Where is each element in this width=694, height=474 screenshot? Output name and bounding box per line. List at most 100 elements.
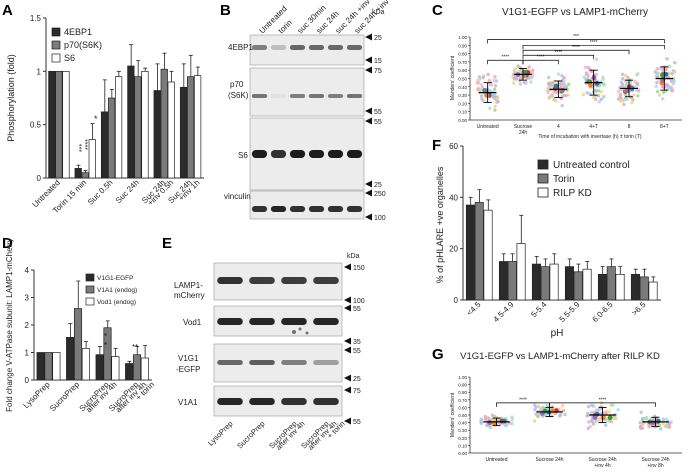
G-data-point — [510, 415, 514, 419]
D-bar — [52, 352, 61, 381]
C-data-point — [619, 80, 624, 84]
C-data-point — [630, 100, 634, 105]
C-data-point — [583, 65, 587, 69]
A-legend-swatch — [51, 53, 61, 63]
panel-letter-d: D — [2, 235, 13, 252]
F-x-tick-label: >6.5 — [630, 300, 648, 318]
E-blot-0-band — [217, 277, 243, 284]
G-data-point — [532, 419, 537, 423]
C-data-point — [672, 70, 676, 74]
G-y-tick-label: 0.90 — [458, 383, 467, 388]
C-data-point — [669, 85, 673, 89]
C-data-point — [653, 70, 657, 74]
B-kda-marker-label: 55 — [374, 109, 382, 116]
G-y-tick-label: 0.40 — [458, 421, 467, 426]
A-bar — [141, 70, 149, 179]
D-bar — [132, 354, 142, 381]
F-bar — [531, 263, 541, 301]
C-title: V1G1-EGFP vs LAMP1-mCherry — [502, 7, 648, 18]
C-y-tick-label: 0.10 — [458, 110, 467, 115]
G-replicate-mean — [501, 418, 507, 424]
G-data-point — [641, 422, 645, 426]
G-y-tick-label: 0.00 — [458, 451, 467, 456]
D-bar — [140, 357, 149, 381]
C-data-point — [548, 81, 552, 85]
panel-letter-b: B — [220, 2, 231, 19]
G-replicate-mean — [607, 415, 613, 421]
D-legend-entry: Vod1 (endog) — [97, 299, 136, 306]
F-bar — [549, 263, 559, 301]
C-significance-bracket — [487, 39, 665, 44]
E-kda-marker — [344, 346, 351, 354]
G-y-tick-label: 0.60 — [458, 405, 467, 410]
F-bar — [573, 271, 583, 301]
F-bar — [540, 266, 550, 301]
A-bar — [153, 90, 161, 179]
B-kda-marker-label: 25 — [374, 182, 382, 189]
B-blot-3-band — [270, 206, 287, 212]
G-data-point — [510, 418, 514, 422]
C-data-point — [585, 91, 589, 95]
E-kda-header: kDa — [347, 253, 360, 260]
G-replicate-mean — [650, 420, 656, 425]
F-bar — [564, 266, 574, 301]
B-blot-1-band — [289, 94, 306, 98]
G-significance-bracket — [496, 402, 550, 407]
B-kda-marker — [365, 180, 372, 188]
C-data-point — [476, 78, 480, 83]
G-data-point — [590, 403, 594, 408]
F-x-tick-label: 4.5-4.9 — [492, 300, 516, 324]
G-replicate-mean — [487, 420, 493, 426]
B-blot-3-band — [251, 206, 268, 212]
panel-letter-e: E — [162, 235, 172, 252]
D-y-axis-label: Fold change V-ATPase subunit: LAMP1-mChe… — [5, 238, 14, 412]
C-data-point — [481, 76, 485, 80]
D-y-tick-label: 0 — [25, 376, 30, 385]
D-bar — [111, 356, 120, 381]
E-blot-0-band — [313, 277, 339, 284]
G-data-point — [616, 408, 620, 412]
G-data-point — [661, 422, 666, 426]
C-data-point — [546, 75, 551, 80]
F-bar — [615, 273, 625, 301]
G-data-point — [597, 416, 602, 421]
D-bar — [125, 363, 134, 381]
G-data-point — [665, 417, 669, 421]
G-data-point — [640, 426, 645, 430]
E-blot-3-band — [217, 398, 243, 405]
A-bar — [81, 172, 89, 179]
D-legend-swatch — [85, 285, 95, 294]
C-x-axis-label: Time of incubation with invertase (h) ± … — [538, 134, 641, 140]
C-data-point — [623, 73, 628, 78]
G-data-point — [479, 419, 483, 424]
C-data-point — [655, 89, 660, 94]
F-bar — [465, 204, 475, 301]
B-kda-marker-label: 75 — [374, 68, 382, 75]
E-kda-marker-label: 25 — [353, 376, 361, 383]
A-x-tick-label: Suc 0.5h — [86, 178, 115, 207]
C-data-point — [665, 57, 669, 61]
C-data-point — [512, 81, 516, 85]
F-y-tick-label: 20 — [449, 245, 458, 254]
A-legend-swatch — [51, 40, 61, 50]
A-significance: *** — [79, 144, 86, 152]
E-lane-label: LysoPrep — [206, 419, 235, 448]
C-data-point — [596, 89, 601, 93]
C-data-point — [493, 75, 497, 79]
G-data-point — [533, 403, 537, 407]
A-legend-entry: S6 — [64, 53, 75, 63]
B-blot-0-band — [346, 45, 363, 50]
G-data-point — [549, 414, 554, 418]
F-bar — [483, 209, 493, 301]
B-blot-3-band — [346, 206, 363, 212]
E-kda-marker — [344, 337, 351, 345]
B-row-label: p70 — [230, 80, 244, 89]
B-blot-3-band — [308, 206, 325, 212]
B-blot-1-band — [346, 94, 363, 98]
C-data-point — [488, 106, 492, 110]
F-y-axis-label: % of pHLARE +ve organelles — [435, 166, 445, 283]
C-data-point — [477, 75, 482, 79]
C-data-point — [616, 89, 621, 94]
C-data-point — [666, 86, 670, 91]
B-kda-marker-label: 100 — [374, 215, 386, 222]
